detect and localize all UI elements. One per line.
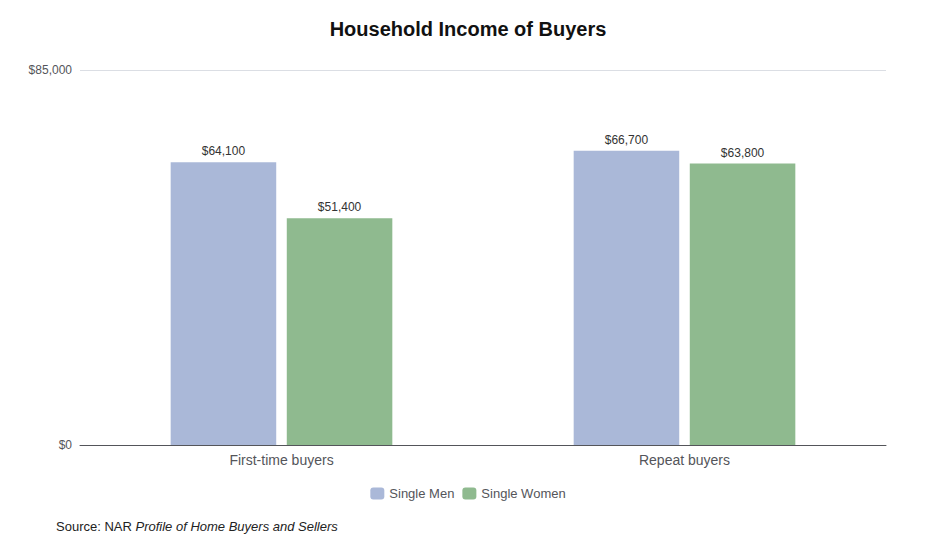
svg-text:$66,700: $66,700 bbox=[605, 133, 649, 147]
svg-text:Profile of Home Buyers and Sel: Profile of Home Buyers and Sellers bbox=[135, 519, 338, 534]
svg-text:$63,800: $63,800 bbox=[721, 146, 765, 160]
svg-text:$0: $0 bbox=[59, 438, 73, 452]
svg-text:$51,400: $51,400 bbox=[318, 200, 362, 214]
svg-text:Source: NAR: Source: NAR bbox=[56, 519, 132, 534]
svg-text:Household Income of Buyers: Household Income of Buyers bbox=[330, 18, 607, 40]
svg-text:$85,000: $85,000 bbox=[29, 63, 73, 77]
svg-text:$64,100: $64,100 bbox=[202, 144, 246, 158]
svg-text:Repeat buyers: Repeat buyers bbox=[639, 452, 730, 468]
svg-text:First-time buyers: First-time buyers bbox=[229, 452, 333, 468]
svg-text:Single Men: Single Men bbox=[389, 486, 454, 501]
svg-text:Single Women: Single Women bbox=[481, 486, 565, 501]
